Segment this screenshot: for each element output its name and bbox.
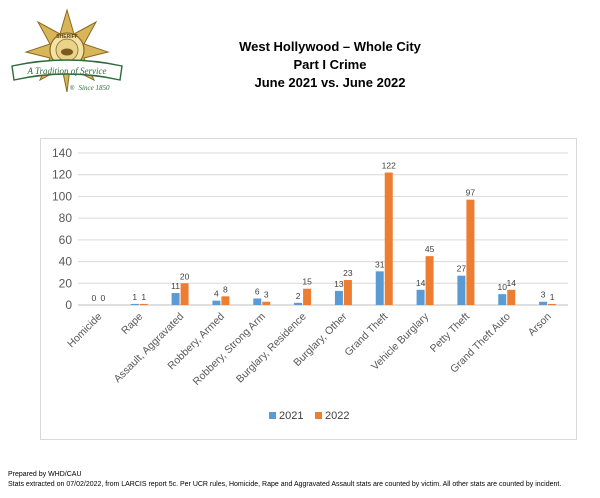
since-text: Since 1850 (79, 84, 110, 92)
footer: Prepared by WHD/CAU Stats extracted on 0… (8, 470, 598, 490)
data-label: 20 (180, 271, 190, 281)
bar-2021 (130, 303, 139, 305)
bar-2022 (384, 172, 393, 305)
data-label: 23 (343, 268, 353, 278)
data-label: 27 (457, 264, 467, 274)
data-label: 97 (466, 188, 476, 198)
data-label: 3 (541, 290, 546, 300)
data-label: 0 (101, 293, 106, 303)
data-label: 14 (416, 278, 426, 288)
x-tick-label: Arson (526, 311, 554, 339)
bar-2022 (548, 303, 557, 305)
data-label: 15 (302, 277, 312, 287)
y-tick-label: 60 (59, 233, 73, 247)
data-label: 31 (375, 259, 385, 269)
chart-container: 0 20 40 60 80 100 120 140 0 0 Homicide 1 1 Rape 11 20 As… (40, 138, 577, 440)
bar-2021 (253, 298, 262, 305)
bar-2021 (375, 271, 384, 305)
banner-text: A Tradition of Service (26, 66, 106, 76)
data-label: 14 (507, 278, 517, 288)
data-label: 8 (223, 284, 228, 294)
data-label: 10 (498, 282, 508, 292)
footer-prepared-by: Prepared by WHD/CAU (8, 471, 82, 478)
legend-swatch (315, 412, 322, 419)
sheriff-star-logo: SHERIFF A Tradition of Service Since 185… (11, 8, 123, 93)
data-label: 122 (382, 161, 396, 171)
x-tick-label: Rape (119, 311, 145, 337)
bar-2022 (466, 199, 475, 305)
bar-2022 (507, 289, 516, 305)
footer-note: Stats extracted on 07/02/2022, from LARC… (8, 481, 562, 488)
x-tick-label: Assault, Aggravated (112, 311, 187, 386)
y-tick-label: 120 (52, 168, 72, 182)
bar-2021 (416, 289, 425, 305)
banner-ribbon (11, 59, 123, 81)
legend-label: 2022 (325, 410, 349, 422)
x-tick-label: Robbery, Strong Arm (191, 310, 268, 387)
bar-2021 (171, 293, 180, 305)
x-tick-label: Burglary, Residence (234, 311, 309, 386)
y-tick-label: 100 (52, 189, 72, 203)
bar-2021 (457, 275, 466, 305)
data-label: 1 (141, 292, 146, 302)
bar-2021 (539, 301, 548, 305)
bar-2022 (303, 288, 312, 305)
page-title: West Hollywood – Whole City (239, 39, 421, 54)
data-label: 11 (171, 281, 180, 291)
bar-2022 (180, 283, 189, 305)
data-label: 13 (334, 279, 344, 289)
bar-2021 (334, 290, 343, 305)
bar-2022 (139, 303, 148, 305)
data-label: 1 (550, 292, 555, 302)
legend-label: 2021 (279, 410, 303, 422)
page-period: June 2021 vs. June 2022 (254, 75, 406, 90)
bar-2021 (498, 294, 507, 305)
chart-titles: West Hollywood – Whole City Part I Crime… (150, 38, 510, 92)
data-label: 3 (264, 290, 269, 300)
y-tick-label: 80 (59, 211, 73, 225)
y-tick-label: 20 (59, 276, 73, 290)
data-label: 6 (255, 286, 260, 296)
x-tick-label: Homicide (65, 311, 105, 351)
data-label: 45 (425, 244, 435, 254)
bar-2021 (294, 302, 303, 305)
page-subtitle: Part I Crime (293, 57, 367, 72)
y-tick-label: 40 (59, 255, 73, 269)
bar-2022 (221, 296, 230, 305)
bar-2022 (343, 280, 352, 305)
bar-2022 (425, 256, 434, 305)
bar-2021 (212, 300, 221, 305)
y-tick-label: 0 (65, 298, 72, 312)
svg-text:®: ® (70, 85, 75, 92)
data-label: 2 (296, 291, 301, 301)
bar-2022 (262, 301, 271, 305)
data-label: 4 (214, 289, 219, 299)
legend-swatch (269, 412, 276, 419)
data-label: 0 (92, 293, 97, 303)
y-tick-label: 140 (52, 146, 72, 160)
data-label: 1 (132, 292, 137, 302)
badge-text: SHERIFF (56, 34, 77, 40)
